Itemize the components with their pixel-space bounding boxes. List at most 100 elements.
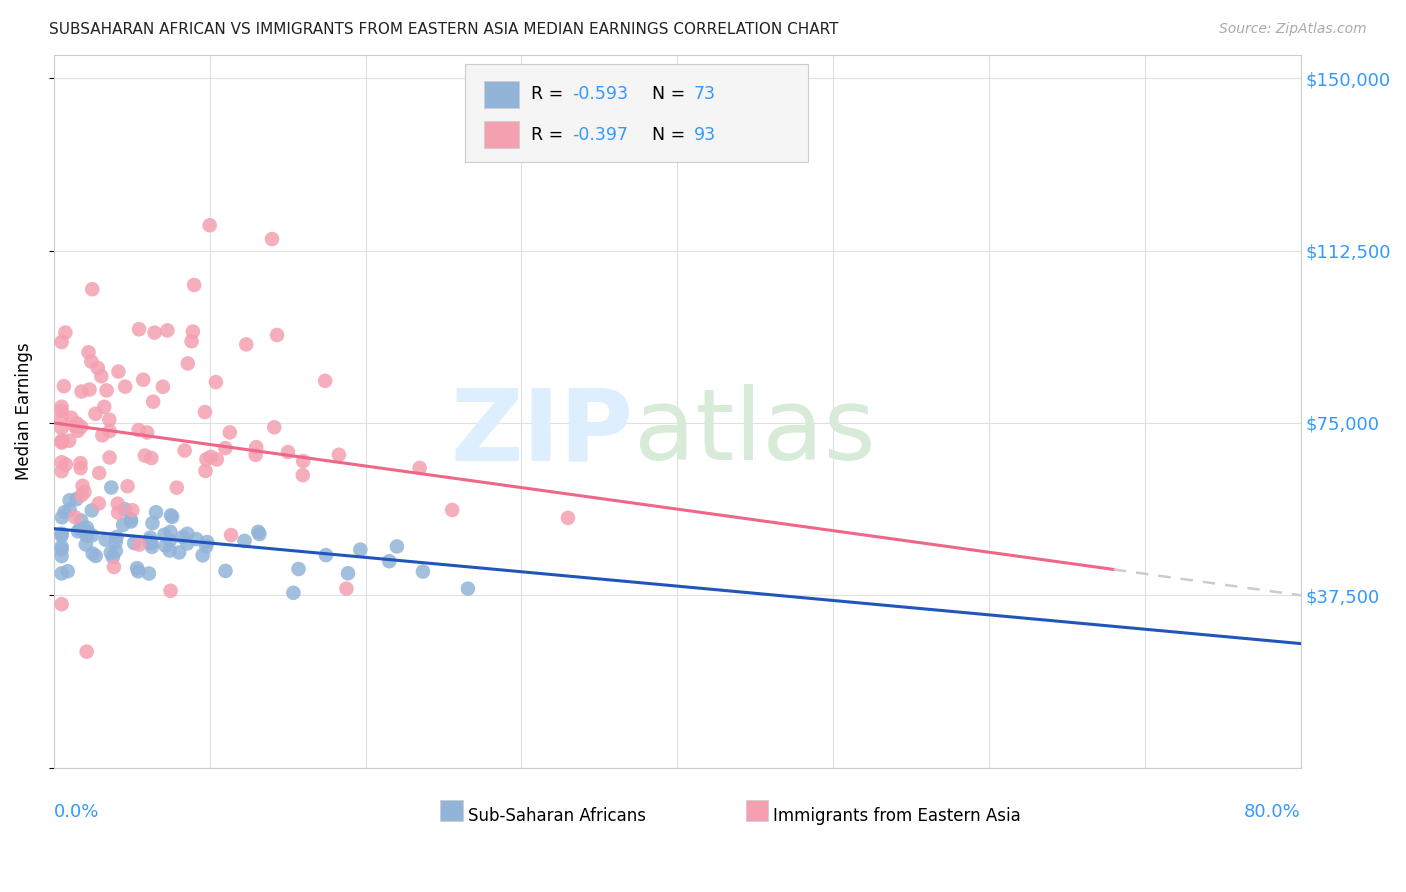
Point <box>51 404 73 418</box>
Point <box>194 405 217 419</box>
Point <box>56 564 79 578</box>
Point <box>315 548 337 562</box>
Point <box>53 326 76 340</box>
Point <box>263 420 285 434</box>
Point <box>59 493 82 508</box>
Point <box>105 530 128 544</box>
Point <box>122 536 145 550</box>
Point <box>127 561 149 575</box>
Text: R =: R = <box>531 126 569 144</box>
Point <box>235 337 257 351</box>
Bar <box>484 81 519 108</box>
FancyBboxPatch shape <box>465 63 808 162</box>
Point <box>181 325 204 339</box>
Point <box>63 510 86 524</box>
Point <box>291 468 314 483</box>
Point <box>76 521 98 535</box>
Point <box>93 400 115 414</box>
Point <box>107 506 129 520</box>
Point <box>58 434 80 448</box>
Point <box>103 560 125 574</box>
Point <box>69 461 91 475</box>
Point <box>159 583 181 598</box>
Point <box>96 384 118 398</box>
Point <box>52 379 75 393</box>
Point <box>112 517 135 532</box>
Point <box>245 448 267 462</box>
Bar <box>440 800 463 822</box>
Text: 73: 73 <box>693 86 716 103</box>
Point <box>200 450 222 464</box>
Point <box>98 424 121 438</box>
Point <box>51 542 73 557</box>
Point <box>51 455 73 469</box>
Point <box>70 384 93 399</box>
Point <box>183 278 205 293</box>
Bar <box>484 121 519 148</box>
Point <box>266 328 288 343</box>
Point <box>143 326 166 340</box>
Point <box>141 450 163 465</box>
Point <box>107 497 129 511</box>
Point <box>51 411 73 425</box>
Point <box>191 549 214 563</box>
Point <box>160 508 183 523</box>
Point <box>141 536 163 550</box>
Point <box>98 450 121 465</box>
Point <box>55 458 77 472</box>
Point <box>70 488 93 502</box>
Point <box>194 464 217 478</box>
Point <box>349 542 371 557</box>
Point <box>84 549 107 563</box>
Point <box>219 528 242 542</box>
Point <box>70 420 93 434</box>
Point <box>247 527 270 541</box>
Point <box>214 441 236 455</box>
Text: 93: 93 <box>693 126 716 144</box>
Text: atlas: atlas <box>634 384 875 482</box>
Point <box>53 505 76 519</box>
Point <box>51 597 73 611</box>
Point <box>51 464 73 478</box>
Point <box>120 513 142 527</box>
Point <box>128 322 150 336</box>
Point <box>51 526 73 541</box>
Point <box>76 645 98 659</box>
Point <box>141 516 163 531</box>
Text: 80.0%: 80.0% <box>1244 804 1301 822</box>
Point <box>260 232 283 246</box>
Point <box>287 562 309 576</box>
Point <box>51 510 73 524</box>
Point <box>328 448 350 462</box>
Point <box>73 485 96 500</box>
Point <box>51 529 73 543</box>
Point <box>283 586 305 600</box>
Point <box>127 565 149 579</box>
Point <box>94 533 117 547</box>
Point <box>98 413 121 427</box>
Point <box>385 540 408 554</box>
Point <box>337 566 360 581</box>
Point <box>155 539 177 553</box>
Point <box>292 454 315 468</box>
Point <box>180 334 202 349</box>
Point <box>72 479 94 493</box>
Point <box>136 425 159 440</box>
Point <box>87 361 110 376</box>
Point <box>441 503 464 517</box>
Y-axis label: Median Earnings: Median Earnings <box>15 343 32 480</box>
Point <box>176 536 198 550</box>
Point <box>114 379 136 393</box>
Point <box>141 540 163 554</box>
Point <box>67 524 90 539</box>
Point <box>412 565 434 579</box>
Text: Sub-Saharan Africans: Sub-Saharan Africans <box>468 807 645 825</box>
Point <box>195 535 218 549</box>
Point <box>156 323 179 337</box>
Point <box>160 509 183 524</box>
Text: SUBSAHARAN AFRICAN VS IMMIGRANTS FROM EASTERN ASIA MEDIAN EARNINGS CORRELATION C: SUBSAHARAN AFRICAN VS IMMIGRANTS FROM EA… <box>49 22 839 37</box>
Point <box>51 434 73 449</box>
Point <box>378 554 401 568</box>
Point <box>153 527 176 541</box>
Point <box>77 345 100 359</box>
